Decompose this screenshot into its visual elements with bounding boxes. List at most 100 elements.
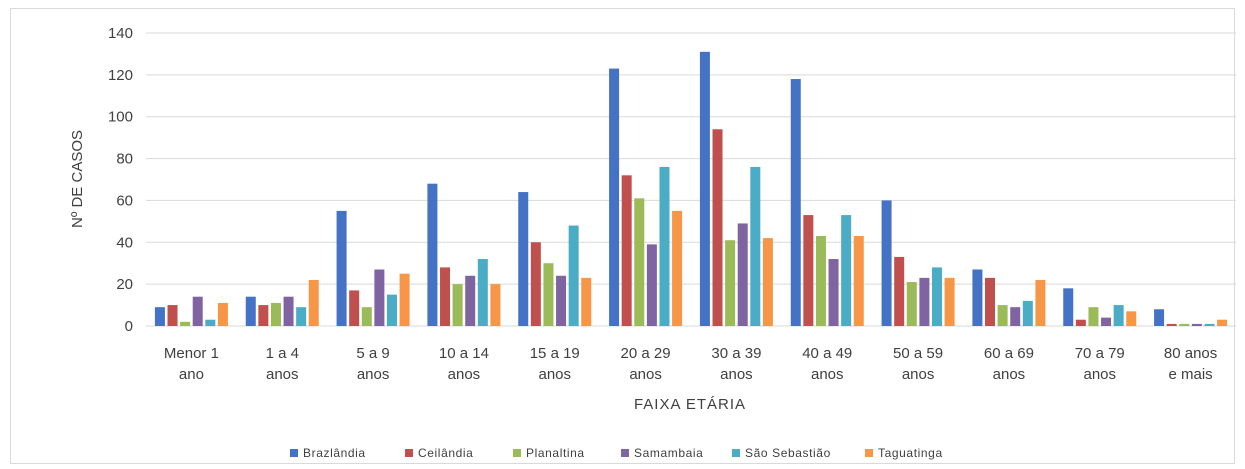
bar [336,210,347,326]
bar [258,305,269,326]
bar [1204,323,1215,326]
legend-swatch [865,449,873,457]
bar [374,269,385,326]
x-category-label: 10 a 14 [439,345,489,362]
bar [192,296,203,326]
x-category-label: 40 a 49 [802,345,852,362]
x-category-label: 80 anos [1164,345,1217,362]
bar [349,290,360,326]
bar [217,302,228,326]
bar [1179,323,1190,326]
bar [659,166,670,326]
bar [609,68,620,326]
y-axis-ticks: 0 20 40 60 80 100 120 140 [108,25,133,335]
bar [881,200,892,326]
bar [621,175,632,326]
bar [1217,319,1228,326]
bar [167,305,178,326]
x-category-label: e mais [1168,366,1212,383]
bar [699,51,710,326]
bar [180,321,191,326]
bar [725,240,736,326]
bar [1166,323,1177,326]
bar [1088,307,1099,326]
x-category-label: 60 a 69 [984,345,1034,362]
bar [518,192,529,326]
bar [762,238,773,326]
bar [997,305,1008,326]
x-category-label: anos [629,366,662,383]
y-axis-title: Nº DE CASOS [69,130,86,228]
bar [712,129,723,326]
bar [1035,279,1046,326]
x-category-label: 1 a 4 [266,345,299,362]
legend: Brazlândia Ceilândia Planaltina Samambaia Sã… [290,446,943,460]
x-category-label: 15 a 19 [530,345,580,362]
legend-swatch [405,449,413,457]
bar [490,284,501,326]
legend-swatch [621,449,629,457]
y-tick-label: 100 [108,109,133,126]
bar [985,277,996,326]
bar [581,277,592,326]
bar [296,307,307,326]
bar [154,307,165,326]
x-category-label: anos [538,366,571,383]
legend-label: Brazlândia [303,446,366,460]
legend-swatch [513,449,521,457]
bar [1191,323,1202,326]
bar [1126,311,1137,326]
bar [1022,300,1033,326]
x-category-label: 50 a 59 [893,345,943,362]
bars [154,51,1228,327]
x-category-label: anos [902,366,935,383]
x-category-label: 30 a 39 [711,345,761,362]
bar [568,225,579,326]
legend-swatch [732,449,740,457]
bar [646,244,657,326]
bar [452,284,463,326]
bar [1010,307,1021,326]
legend-label: Taguatinga [878,446,943,460]
y-tick-label: 120 [108,67,133,84]
x-category-label: anos [357,366,390,383]
x-category-label: anos [720,366,753,383]
bar [931,267,942,326]
y-tick-label: 140 [108,25,133,42]
bar [853,236,864,326]
bar [283,296,294,326]
bar [205,319,216,326]
x-axis-categories: Menor 1 ano 1 a 4 anos 5 a 9 anos 10 a 14 anos 1… [164,345,1217,383]
x-category-label: anos [448,366,481,383]
bar [750,166,761,326]
bar [1113,305,1124,326]
x-category-label: anos [993,366,1026,383]
bar [1101,317,1112,326]
bar [543,263,554,326]
x-axis-title: FAIXA ETÁRIA [634,396,746,413]
x-category-label: anos [811,366,844,383]
legend-swatch [290,449,298,457]
legend-label: Planaltina [526,446,585,460]
bar [1154,309,1165,326]
bar [245,296,256,326]
y-tick-label: 20 [116,276,133,293]
y-tick-label: 80 [116,151,133,168]
bar [308,279,319,326]
bar [427,183,438,326]
bar [737,223,748,326]
bar [1075,319,1086,326]
x-category-label: 70 a 79 [1075,345,1125,362]
bar [906,282,917,326]
legend-label: São Sebastião [745,446,831,460]
bar [634,198,645,326]
bar [894,256,905,326]
bar [270,302,281,326]
bar [919,277,930,326]
y-tick-label: 40 [116,234,133,251]
bar [530,242,541,326]
bar [361,307,372,326]
bar [972,269,983,326]
x-category-label: anos [266,366,299,383]
